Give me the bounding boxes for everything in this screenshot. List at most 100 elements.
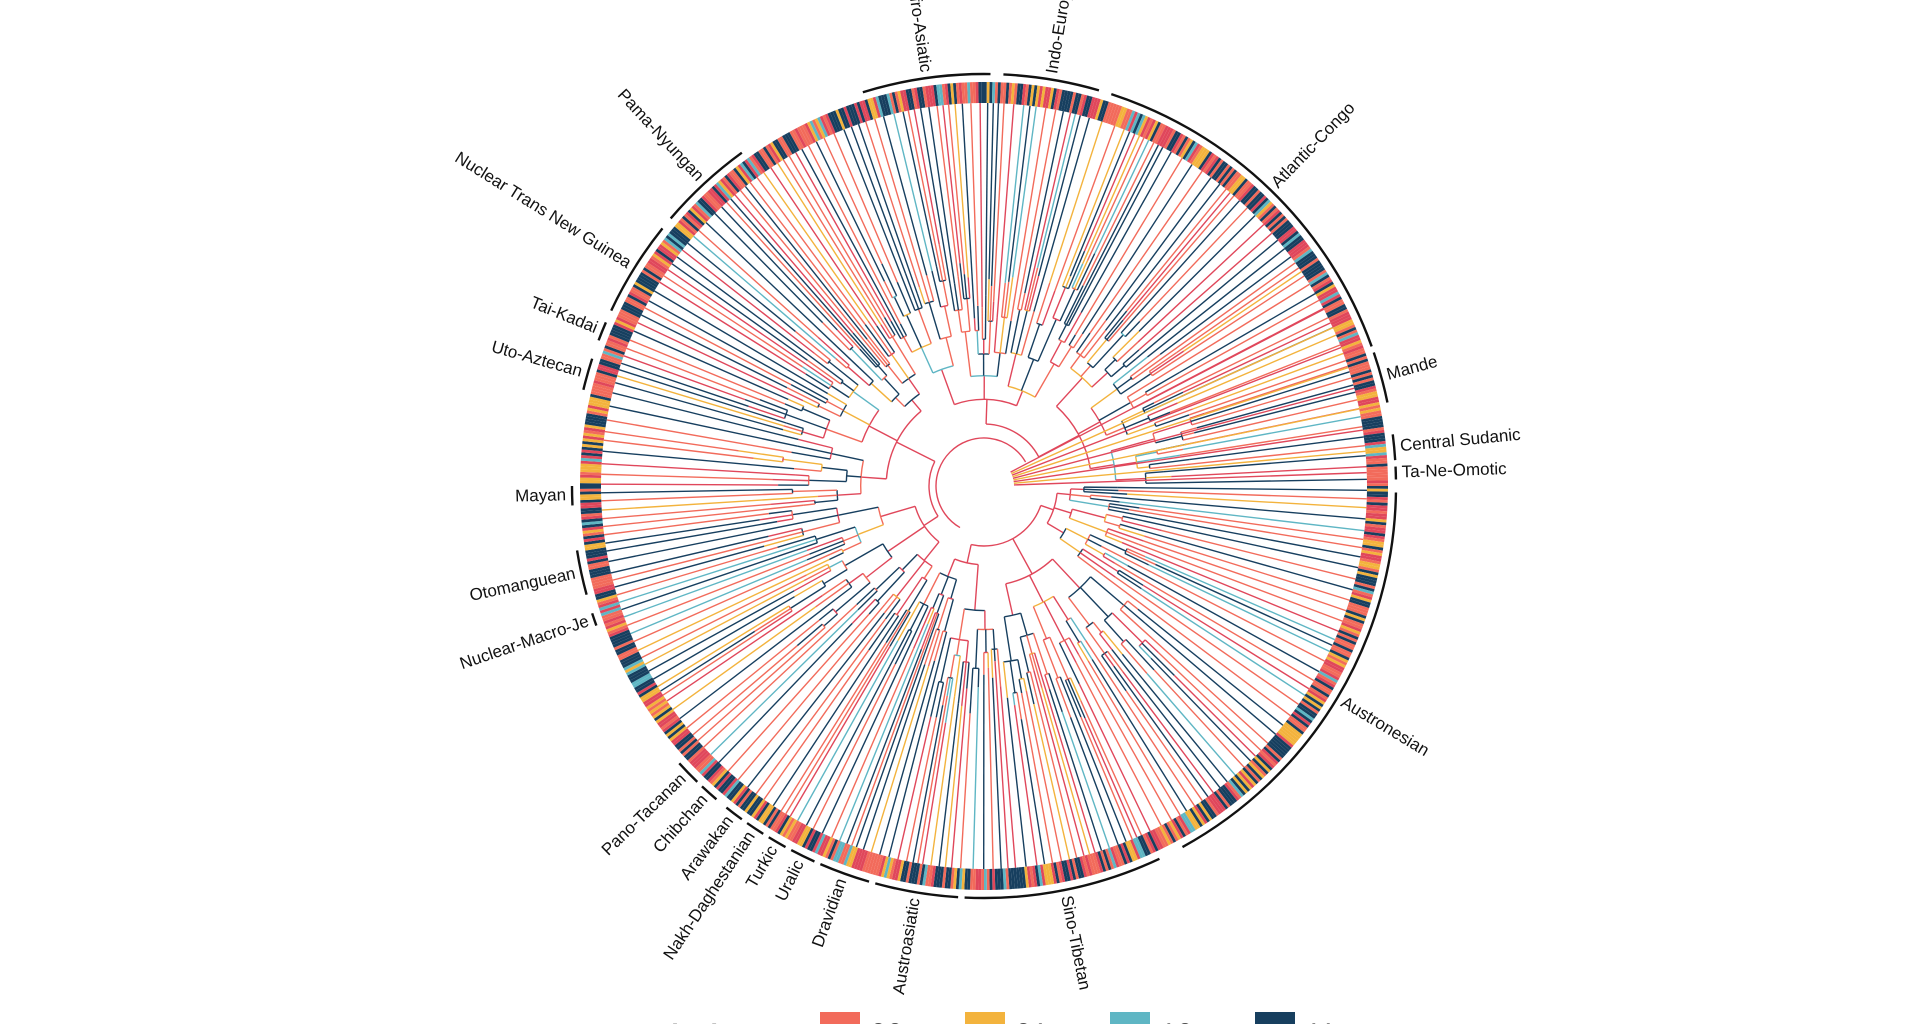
tree-branch [937,597,949,630]
tip-state-cell [674,732,693,748]
tree-branch [1012,366,1349,478]
tip-state-cell [936,84,942,106]
tree-branch [1159,256,1292,355]
tip-state-cell [1342,345,1364,356]
tree-branch [1065,527,1089,541]
tree-branch [1070,367,1093,388]
tree-branch [1028,275,1040,312]
tip-state-cell [604,616,626,627]
tip-state-cell [628,291,649,304]
tip-state-cell [794,127,807,148]
tip-state-cell [1366,507,1388,512]
tree-branch [1089,534,1127,552]
tree-branch [947,104,966,275]
tip-state-cell [1161,824,1174,845]
tip-state-cell [1364,440,1386,446]
tip-state-cell [772,812,786,832]
tip-state-cell [1246,763,1263,781]
tree-branch [855,634,933,848]
tip-state-cell [883,94,892,116]
tree-branch [710,609,859,755]
tip-state-cell [981,82,984,104]
tip-state-cell [1323,298,1344,311]
tree-branch [1073,260,1089,290]
tip-state-cell [748,797,764,817]
tip-state-cell [1240,768,1257,787]
tip-state-cell [779,816,793,836]
tip-state-cell [1139,116,1151,138]
tip-state-cell [641,269,661,284]
tree-branch [888,351,895,358]
tip-state-cell [1336,634,1357,646]
tree-branch [823,137,883,265]
tip-state-cell [1037,85,1044,108]
tree-branch [1149,283,1310,384]
tree-branch [1044,672,1050,676]
tree-branch [606,419,792,453]
tree-branch [777,162,882,326]
tree-branch [891,353,910,379]
tree-branch [756,605,790,626]
tip-state-cell [584,544,606,551]
tree-branch [938,592,944,597]
tip-state-cell [1000,82,1004,104]
tip-state-cell [1311,682,1332,696]
tree-branch [1138,645,1152,659]
tree-branch [1121,409,1145,422]
tip-state-cell [804,829,817,850]
tip-state-cell [645,695,665,710]
tree-branch [987,279,990,321]
tip-state-cell [1173,817,1186,838]
tree-branch [1065,285,1088,325]
tip-state-cell [994,868,999,890]
tip-state-cell [1325,303,1346,316]
tip-state-cell [1251,757,1269,775]
tip-state-cell [1360,552,1382,559]
tree-branch [1054,125,1116,292]
tip-state-cell [1333,321,1355,333]
legend-swatch-01 [965,1012,1005,1024]
family-bar-atlantic-congo [1110,93,1373,347]
tip-state-cell [1240,185,1257,204]
tree-branch [790,384,827,404]
tree-branch [1122,671,1214,794]
tip-state-cell [804,122,817,143]
family-bar-indo-european [1003,73,1100,92]
tree-branch [1012,538,1033,575]
tree-branch [816,526,856,541]
tip-state-cell [1219,167,1235,186]
tree-branch [880,505,916,518]
tip-state-cell [662,717,681,733]
tip-state-cell [1163,129,1177,150]
tip-state-cell [1366,480,1388,484]
tip-state-cell [1308,686,1329,701]
tree-branch [1013,408,1360,481]
tip-state-cell [1289,715,1308,731]
tip-state-cell [1008,82,1013,104]
tip-state-cell [1263,746,1281,763]
tip-state-cell [1327,653,1348,666]
tree-branch [906,314,923,348]
tip-state-cell [627,665,648,679]
tree-branch [945,337,954,366]
tip-state-cell [1159,825,1172,846]
tree-branch [777,535,816,548]
tip-state-cell [689,748,707,765]
tree-branch [843,129,903,277]
tree-branch [973,318,976,331]
tree-branch [841,560,848,570]
tree-branch [802,521,840,533]
tip-state-cell [967,868,971,890]
tree-branch [1005,558,1054,585]
tree-branch [1026,635,1033,654]
tip-state-cell [1319,291,1340,304]
tip-state-cell [769,810,784,831]
tip-state-cell [1129,839,1141,860]
tip-state-cell [1311,276,1332,290]
tree-branch [1155,563,1333,647]
tip-state-cell [585,547,607,554]
tip-state-cell [1268,215,1287,232]
tip-state-cell [1109,104,1120,126]
tree-branch [1138,543,1343,622]
tree-branch [1079,319,1107,356]
